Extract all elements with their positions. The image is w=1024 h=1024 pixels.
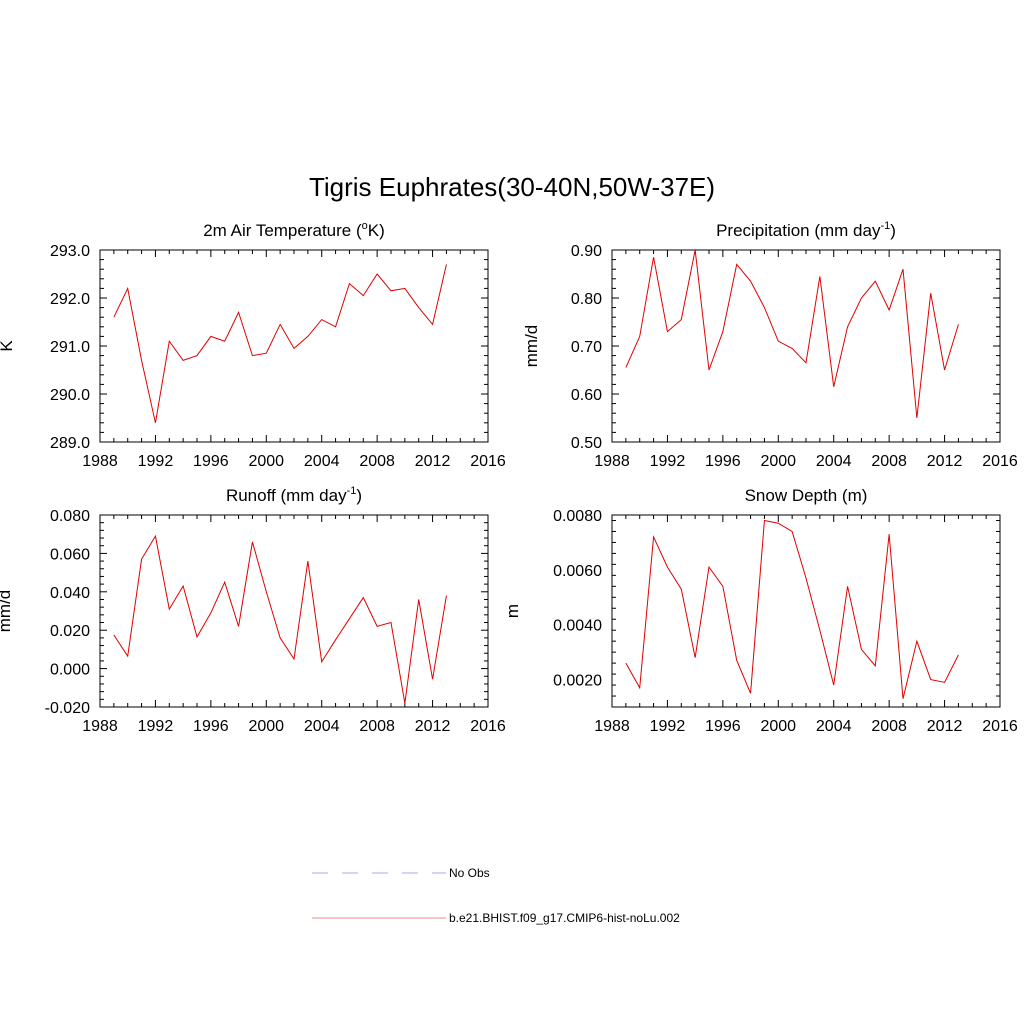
y-tick-label: 0.90 <box>571 243 602 260</box>
y-tick-label: 0.0060 <box>553 563 602 580</box>
x-tick-label: 2012 <box>927 453 963 470</box>
y-tick-label: 0.020 <box>50 623 90 640</box>
y-tick-label: 290.0 <box>50 387 90 404</box>
plot-frame <box>611 514 1001 708</box>
series-line <box>625 519 959 699</box>
y-tick-label: 0.0040 <box>553 618 602 635</box>
x-tick-label: 1988 <box>82 453 118 470</box>
y-tick-label: 0.70 <box>571 339 602 356</box>
x-tick-label: 2016 <box>982 453 1018 470</box>
panel-title-end: ) <box>890 221 896 240</box>
x-tick-label: 1988 <box>82 718 118 735</box>
x-tick-label: 1992 <box>650 718 686 735</box>
x-tick-label: 1996 <box>193 453 229 470</box>
panel-2: Precipitation (mm day-1) mm/d 1988 1992 1996… <box>522 220 1018 470</box>
x-tick-label: 1992 <box>138 718 174 735</box>
series-line <box>625 249 959 419</box>
panel-title-superscript: -1 <box>880 220 890 232</box>
y-axis-label: m <box>503 604 522 618</box>
y-tick-label: 289.0 <box>50 435 90 452</box>
x-tick-label: 2016 <box>982 718 1018 735</box>
x-tick-label: 1988 <box>594 453 630 470</box>
panel-title-superscript: o <box>362 220 368 232</box>
panel-title-text: 2m Air Temperature ( <box>203 221 362 240</box>
x-tick-label: 2004 <box>816 453 852 470</box>
panel-title-end: K) <box>368 221 385 240</box>
x-tick-label: 2004 <box>304 718 340 735</box>
plot-frame <box>611 249 1001 443</box>
x-tick-label: 2000 <box>248 718 284 735</box>
x-tick-label: 2012 <box>415 718 451 735</box>
panel-title-superscript: -1 <box>347 485 357 497</box>
x-tick-label: 1996 <box>705 718 741 735</box>
y-tick-label: 293.0 <box>50 243 90 260</box>
y-tick-label: 0.60 <box>571 387 602 404</box>
plot-frame <box>99 514 489 708</box>
y-axis-label: mm/d <box>522 325 541 368</box>
panel-1: 2m Air Temperature (oK) K 1988 1992 1996 2000… <box>0 220 506 470</box>
y-tick-label: 0.80 <box>571 291 602 308</box>
x-tick-label: 2016 <box>470 453 506 470</box>
chart-panels: 2m Air Temperature (oK) K 1988 1992 1996 2000… <box>0 220 1018 735</box>
legend: No Obs b.e21.BHIST.f09_g17.CMIP6-hist-noL… <box>312 866 680 925</box>
x-tick-label: 1996 <box>705 453 741 470</box>
legend-label: No Obs <box>449 866 490 880</box>
y-tick-label: 0.50 <box>571 435 602 452</box>
plot-frame <box>99 249 489 443</box>
x-tick-label: 2008 <box>359 453 395 470</box>
y-tick-label: 0.080 <box>50 508 90 525</box>
legend-label: b.e21.BHIST.f09_g17.CMIP6-hist-noLu.002 <box>449 911 680 925</box>
panel-title: Snow Depth (m) <box>745 486 868 505</box>
y-tick-label: -0.020 <box>45 700 90 717</box>
x-tick-label: 2012 <box>415 453 451 470</box>
y-tick-label: 0.000 <box>50 662 90 679</box>
x-tick-label: 2004 <box>816 718 852 735</box>
x-tick-label: 2000 <box>760 718 796 735</box>
x-tick-label: 1988 <box>594 718 630 735</box>
legend-item-2: b.e21.BHIST.f09_g17.CMIP6-hist-noLu.002 <box>312 911 680 925</box>
x-tick-label: 1996 <box>193 718 229 735</box>
panel-title-end: ) <box>356 486 362 505</box>
panel-title-text: Snow Depth (m) <box>745 486 868 505</box>
y-tick-label: 291.0 <box>50 339 90 356</box>
series-line <box>113 534 447 704</box>
x-tick-label: 2008 <box>871 453 907 470</box>
x-tick-label: 2008 <box>871 718 907 735</box>
y-tick-label: 0.0020 <box>553 673 602 690</box>
panel-title-text: Runoff (mm day <box>226 486 347 505</box>
panel-title: Precipitation (mm day-1) <box>716 220 896 240</box>
legend-item-1: No Obs <box>312 866 490 880</box>
y-tick-label: 0.040 <box>50 585 90 602</box>
panel-3: Runoff (mm day-1) mm/d 1988 1992 1996 2000 200… <box>0 485 506 735</box>
y-tick-label: 0.0080 <box>553 508 602 525</box>
y-axis-label: mm/d <box>0 590 14 633</box>
y-tick-label: 0.060 <box>50 546 90 563</box>
x-tick-label: 2012 <box>927 718 963 735</box>
x-tick-label: 2004 <box>304 453 340 470</box>
panel-4: Snow Depth (m) m 1988 1992 1996 2000 2004 2008 2… <box>503 486 1018 735</box>
x-tick-label: 2000 <box>248 453 284 470</box>
x-tick-label: 1992 <box>650 453 686 470</box>
x-tick-label: 1992 <box>138 453 174 470</box>
panel-title: 2m Air Temperature (oK) <box>203 220 385 240</box>
chart-title: Tigris Euphrates(30-40N,50W-37E) <box>309 172 715 202</box>
x-tick-label: 2016 <box>470 718 506 735</box>
panel-title-text: Precipitation (mm day <box>716 221 881 240</box>
y-axis-label: K <box>0 340 16 352</box>
x-tick-label: 2008 <box>359 718 395 735</box>
x-tick-label: 2000 <box>760 453 796 470</box>
y-tick-label: 292.0 <box>50 291 90 308</box>
series-line <box>113 264 447 423</box>
panel-title: Runoff (mm day-1) <box>226 485 362 505</box>
